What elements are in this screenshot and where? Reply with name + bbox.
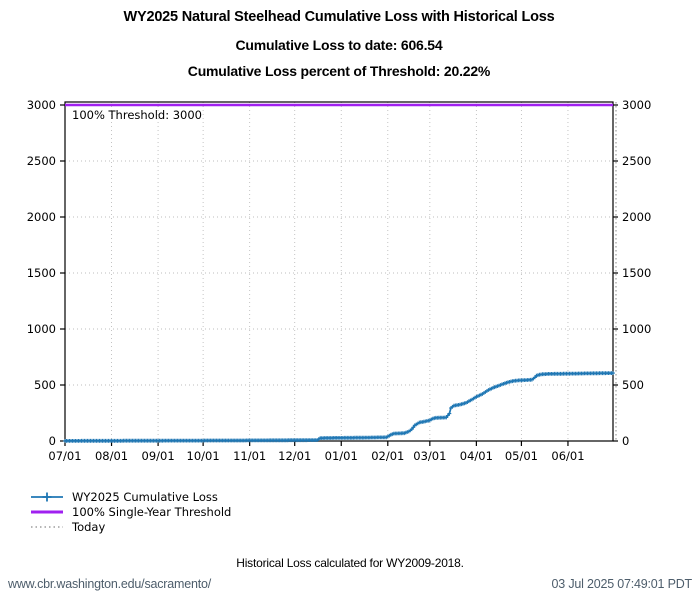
threshold-annotation: 100% Threshold: 3000 (72, 108, 202, 122)
y-tick-label-right: 0 (622, 434, 629, 448)
x-tick-label: 03/01 (413, 449, 446, 463)
cumulative-loss-plot: 0 0 500 500 1000 1000 1500 1500 2000 2000 2500 2500… (27, 98, 652, 463)
historical-loss-note: Historical Loss calculated for WY2009-20… (236, 556, 464, 570)
legend-label-cumulative-loss: WY2025 Cumulative Loss (72, 489, 218, 504)
x-tick-label: 05/01 (505, 449, 538, 463)
cumulative-loss-markers (63, 371, 615, 443)
x-tick-label: 12/01 (278, 449, 311, 463)
legend-item-cumulative-loss: WY2025 Cumulative Loss (30, 489, 231, 504)
x-tick-label: 10/01 (187, 449, 220, 463)
y-tick-label-right: 500 (622, 378, 644, 392)
y-tick-label-right: 1000 (622, 322, 651, 336)
chart-subtitle-loss-to-date: Cumulative Loss to date: 606.54 (235, 37, 443, 53)
y-tick-label-right: 1500 (622, 266, 651, 280)
x-tick-label: 11/01 (233, 449, 266, 463)
legend-label-today: Today (72, 519, 106, 534)
chart-title: WY2025 Natural Steelhead Cumulative Loss… (123, 9, 555, 25)
legend-item-threshold: 100% Single-Year Threshold (30, 504, 231, 519)
timestamp: 03 Jul 2025 07:49:01 PDT (551, 577, 693, 591)
x-tick-label: 08/01 (95, 449, 128, 463)
legend-today-sample-icon (31, 525, 63, 528)
legend-item-today: Today (30, 519, 231, 534)
y-tick-label-left: 2500 (27, 154, 56, 168)
footer-bar: www.cbr.washington.edu/sacramento/ 03 Ju… (0, 577, 700, 597)
x-tick-label: 06/01 (551, 449, 584, 463)
y-tick-label-right: 2500 (622, 154, 651, 168)
chart-legend: WY2025 Cumulative Loss 100% Single-Year … (30, 489, 231, 534)
x-tick-label: 02/01 (371, 449, 404, 463)
y-tick-label-right: 2000 (622, 210, 651, 224)
cumulative-loss-line (65, 372, 613, 442)
legend-label-threshold: 100% Single-Year Threshold (72, 504, 232, 519)
y-tick-label-right: 3000 (622, 98, 651, 112)
x-tick-label: 07/01 (48, 449, 81, 463)
plot-frame (64, 101, 614, 442)
chart-subtitle-percent-threshold: Cumulative Loss percent of Threshold: 20… (187, 63, 491, 79)
y-tick-label-left: 2000 (27, 210, 56, 224)
y-tick-label-left: 1000 (27, 322, 56, 336)
x-tick-label: 09/01 (142, 449, 175, 463)
y-tick-label-left: 500 (34, 378, 56, 392)
y-tick-label-left: 1500 (27, 266, 56, 280)
legend-line-sample-icon (31, 492, 63, 501)
site-url[interactable]: www.cbr.washington.edu/sacramento/ (8, 577, 212, 591)
y-tick-label-left: 0 (49, 434, 56, 448)
x-tick-label: 01/01 (325, 449, 358, 463)
legend-threshold-sample-icon (31, 510, 63, 513)
y-tick-label-left: 3000 (27, 98, 56, 112)
x-tick-label: 04/01 (460, 449, 493, 463)
